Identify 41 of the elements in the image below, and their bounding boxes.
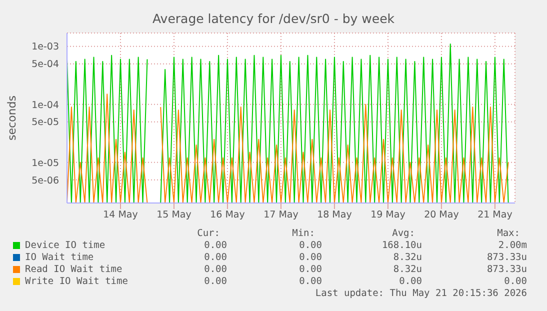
y-tick-label: 5e-04 — [32, 59, 59, 70]
text: Max: — [497, 228, 520, 239]
text: 0.00 — [299, 240, 322, 251]
legend-label: IO Wait time — [25, 252, 94, 263]
text: 0.00 — [504, 276, 527, 287]
text: 873.33u — [486, 264, 527, 275]
text: 0.00 — [299, 252, 322, 263]
y-axis-title: seconds — [6, 96, 18, 140]
text: 0.00 — [204, 240, 227, 251]
y-tick-label: 5e-05 — [32, 117, 59, 128]
text: 873.33u — [486, 252, 527, 263]
x-tick-label: 17 May — [264, 210, 299, 221]
text: 8.32u — [393, 252, 422, 263]
legend-label: Read IO Wait time — [25, 264, 122, 275]
y-tick-label: 1e-04 — [32, 100, 59, 111]
text: 0.00 — [204, 252, 227, 263]
x-tick-label: 20 May — [424, 210, 460, 221]
text: 2.00m — [498, 240, 527, 251]
legend-label: Write IO Wait time — [25, 276, 128, 287]
x-tick-label: 21 May — [478, 210, 513, 221]
text: Avg: — [392, 228, 415, 239]
y-tick-label: 1e-03 — [32, 42, 59, 53]
text: 0.00 — [204, 264, 227, 275]
text: 0.00 — [399, 276, 422, 287]
text: 0.00 — [299, 264, 322, 275]
y-tick-label: 1e-05 — [32, 158, 59, 169]
x-tick-label: 16 May — [210, 210, 246, 221]
text: 168.10u — [382, 240, 422, 251]
text: Min: — [292, 228, 315, 239]
legend-label: Device IO time — [25, 240, 106, 251]
text: 8.32u — [393, 264, 422, 275]
x-tick-label: 19 May — [370, 210, 406, 221]
text: 0.00 — [204, 276, 227, 287]
text: Cur: — [197, 228, 220, 239]
text: 0.00 — [299, 276, 322, 287]
x-tick-label: 14 May — [103, 210, 138, 221]
x-tick-label: 15 May — [156, 210, 192, 221]
chart-title: Average latency for /dev/sr0 - by week — [151, 11, 396, 26]
text: Last update: Thu May 21 20:15:36 2026 — [315, 288, 527, 299]
y-tick-label: 5e-06 — [32, 175, 59, 186]
x-tick-label: 18 May — [317, 210, 352, 221]
